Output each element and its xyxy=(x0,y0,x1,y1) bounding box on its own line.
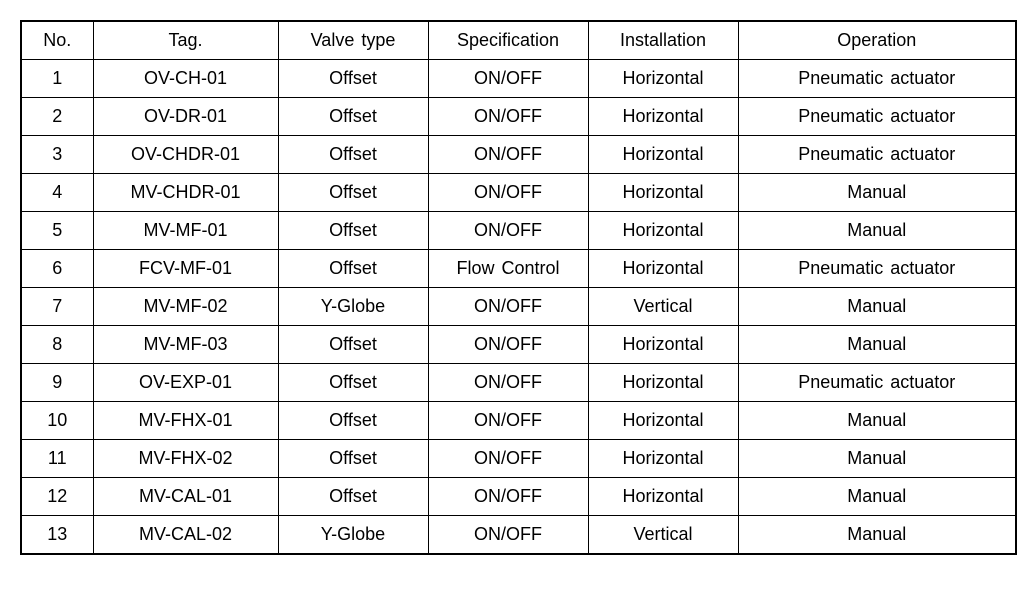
cell-no: 2 xyxy=(21,98,93,136)
cell-tag: OV-EXP-01 xyxy=(93,364,278,402)
col-header-installation: Installation xyxy=(588,21,738,60)
cell-no: 7 xyxy=(21,288,93,326)
cell-operation: Manual xyxy=(738,402,1016,440)
cell-installation: Horizontal xyxy=(588,212,738,250)
col-header-valve_type: Valve type xyxy=(278,21,428,60)
cell-tag: MV-CAL-02 xyxy=(93,516,278,555)
cell-tag: MV-CHDR-01 xyxy=(93,174,278,212)
table-row: 12MV-CAL-01OffsetON/OFFHorizontalManual xyxy=(21,478,1016,516)
cell-installation: Horizontal xyxy=(588,402,738,440)
cell-operation: Pneumatic actuator xyxy=(738,364,1016,402)
cell-valve_type: Offset xyxy=(278,440,428,478)
cell-tag: MV-MF-01 xyxy=(93,212,278,250)
cell-no: 11 xyxy=(21,440,93,478)
cell-valve_type: Offset xyxy=(278,174,428,212)
table-row: 2OV-DR-01OffsetON/OFFHorizontalPneumatic… xyxy=(21,98,1016,136)
cell-no: 6 xyxy=(21,250,93,288)
cell-specification: ON/OFF xyxy=(428,516,588,555)
cell-valve_type: Offset xyxy=(278,60,428,98)
cell-tag: MV-FHX-02 xyxy=(93,440,278,478)
cell-specification: ON/OFF xyxy=(428,402,588,440)
valve-table: No.Tag.Valve typeSpecificationInstallati… xyxy=(20,20,1017,555)
cell-valve_type: Offset xyxy=(278,478,428,516)
cell-no: 12 xyxy=(21,478,93,516)
cell-valve_type: Offset xyxy=(278,364,428,402)
cell-operation: Manual xyxy=(738,288,1016,326)
cell-tag: OV-DR-01 xyxy=(93,98,278,136)
cell-installation: Vertical xyxy=(588,516,738,555)
cell-specification: ON/OFF xyxy=(428,136,588,174)
cell-specification: Flow Control xyxy=(428,250,588,288)
cell-tag: FCV-MF-01 xyxy=(93,250,278,288)
table-row: 6FCV-MF-01OffsetFlow ControlHorizontalPn… xyxy=(21,250,1016,288)
cell-specification: ON/OFF xyxy=(428,326,588,364)
cell-operation: Pneumatic actuator xyxy=(738,250,1016,288)
cell-valve_type: Offset xyxy=(278,326,428,364)
cell-no: 13 xyxy=(21,516,93,555)
cell-specification: ON/OFF xyxy=(428,364,588,402)
cell-specification: ON/OFF xyxy=(428,212,588,250)
cell-operation: Pneumatic actuator xyxy=(738,98,1016,136)
cell-valve_type: Offset xyxy=(278,98,428,136)
cell-no: 4 xyxy=(21,174,93,212)
cell-no: 1 xyxy=(21,60,93,98)
cell-no: 9 xyxy=(21,364,93,402)
cell-installation: Horizontal xyxy=(588,478,738,516)
cell-specification: ON/OFF xyxy=(428,440,588,478)
cell-valve_type: Offset xyxy=(278,250,428,288)
cell-valve_type: Y-Globe xyxy=(278,288,428,326)
cell-operation: Manual xyxy=(738,516,1016,555)
table-header-row: No.Tag.Valve typeSpecificationInstallati… xyxy=(21,21,1016,60)
cell-specification: ON/OFF xyxy=(428,478,588,516)
cell-no: 10 xyxy=(21,402,93,440)
cell-specification: ON/OFF xyxy=(428,60,588,98)
col-header-tag: Tag. xyxy=(93,21,278,60)
cell-installation: Horizontal xyxy=(588,326,738,364)
table-row: 10MV-FHX-01OffsetON/OFFHorizontalManual xyxy=(21,402,1016,440)
cell-valve_type: Offset xyxy=(278,136,428,174)
cell-tag: OV-CHDR-01 xyxy=(93,136,278,174)
cell-valve_type: Offset xyxy=(278,212,428,250)
cell-operation: Manual xyxy=(738,174,1016,212)
table-row: 11MV-FHX-02OffsetON/OFFHorizontalManual xyxy=(21,440,1016,478)
col-header-no: No. xyxy=(21,21,93,60)
cell-operation: Pneumatic actuator xyxy=(738,136,1016,174)
cell-tag: MV-MF-03 xyxy=(93,326,278,364)
table-row: 4MV-CHDR-01OffsetON/OFFHorizontalManual xyxy=(21,174,1016,212)
cell-no: 3 xyxy=(21,136,93,174)
cell-no: 8 xyxy=(21,326,93,364)
cell-tag: MV-FHX-01 xyxy=(93,402,278,440)
cell-no: 5 xyxy=(21,212,93,250)
cell-operation: Manual xyxy=(738,440,1016,478)
cell-tag: MV-CAL-01 xyxy=(93,478,278,516)
cell-operation: Manual xyxy=(738,212,1016,250)
cell-valve_type: Y-Globe xyxy=(278,516,428,555)
table-row: 9OV-EXP-01OffsetON/OFFHorizontalPneumati… xyxy=(21,364,1016,402)
col-header-specification: Specification xyxy=(428,21,588,60)
table-row: 13MV-CAL-02Y-GlobeON/OFFVerticalManual xyxy=(21,516,1016,555)
cell-operation: Manual xyxy=(738,326,1016,364)
table-row: 3OV-CHDR-01OffsetON/OFFHorizontalPneumat… xyxy=(21,136,1016,174)
cell-specification: ON/OFF xyxy=(428,288,588,326)
cell-operation: Manual xyxy=(738,478,1016,516)
table-row: 1OV-CH-01OffsetON/OFFHorizontalPneumatic… xyxy=(21,60,1016,98)
table-row: 8MV-MF-03OffsetON/OFFHorizontalManual xyxy=(21,326,1016,364)
cell-tag: OV-CH-01 xyxy=(93,60,278,98)
cell-installation: Horizontal xyxy=(588,98,738,136)
cell-installation: Horizontal xyxy=(588,60,738,98)
cell-installation: Horizontal xyxy=(588,250,738,288)
cell-installation: Vertical xyxy=(588,288,738,326)
cell-installation: Horizontal xyxy=(588,440,738,478)
cell-valve_type: Offset xyxy=(278,402,428,440)
cell-installation: Horizontal xyxy=(588,174,738,212)
cell-installation: Horizontal xyxy=(588,364,738,402)
cell-operation: Pneumatic actuator xyxy=(738,60,1016,98)
cell-specification: ON/OFF xyxy=(428,174,588,212)
cell-tag: MV-MF-02 xyxy=(93,288,278,326)
cell-specification: ON/OFF xyxy=(428,98,588,136)
col-header-operation: Operation xyxy=(738,21,1016,60)
table-row: 7MV-MF-02Y-GlobeON/OFFVerticalManual xyxy=(21,288,1016,326)
table-row: 5MV-MF-01OffsetON/OFFHorizontalManual xyxy=(21,212,1016,250)
cell-installation: Horizontal xyxy=(588,136,738,174)
